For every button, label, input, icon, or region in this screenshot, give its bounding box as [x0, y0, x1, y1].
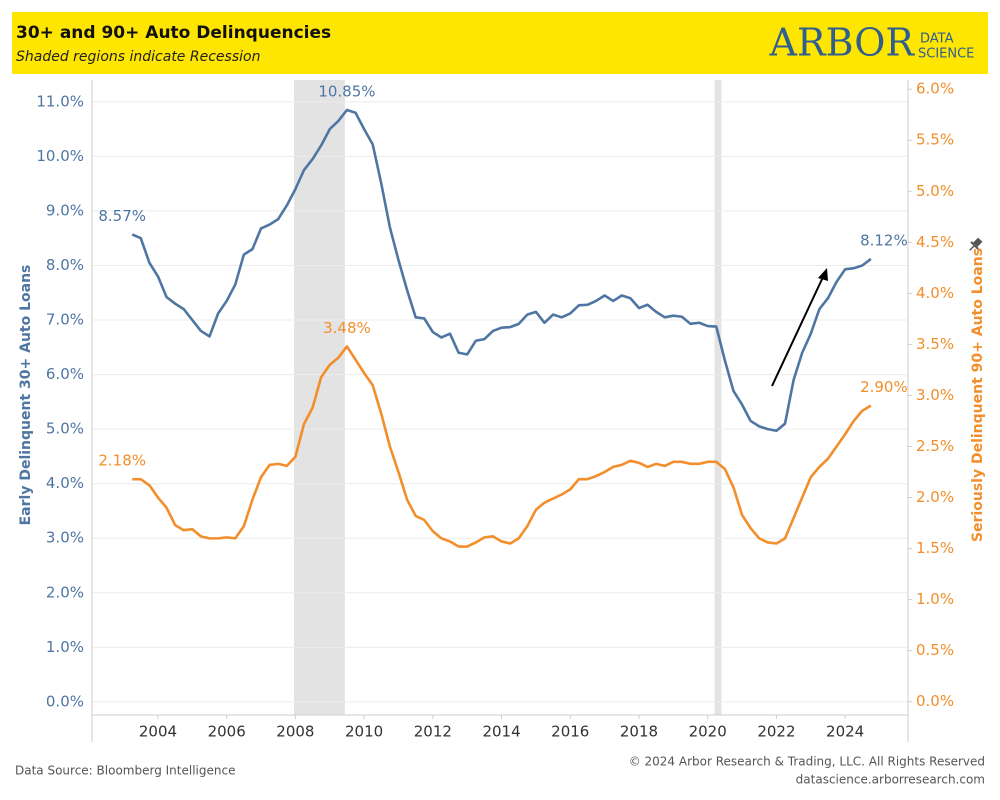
data-label: 8.57% — [98, 207, 146, 225]
series-line — [132, 345, 872, 548]
y2-tick-label: 1.0% — [916, 590, 954, 608]
logo-line: DATA — [920, 32, 954, 47]
header-band — [12, 12, 988, 74]
logo-line: SCIENCE — [918, 47, 974, 62]
chart-title: 30+ and 90+ Auto Delinquencies — [16, 23, 331, 43]
series-line — [131, 108, 872, 433]
x-tick-label: 2018 — [620, 723, 658, 741]
y-axis-label: Early Delinquent 30+ Auto Loans — [18, 265, 34, 526]
y2-tick-label: 3.0% — [916, 386, 954, 404]
y2-tick-label: 5.0% — [916, 182, 954, 200]
website-note: datascience.arborresearch.com — [796, 773, 985, 787]
y2-tick-label: 0.5% — [916, 641, 954, 659]
y-tick-label: 10.0% — [36, 147, 84, 165]
x-tick-label: 2014 — [482, 723, 520, 741]
x-tick-label: 2016 — [551, 723, 589, 741]
y2-tick-label: 1.5% — [916, 539, 954, 557]
x-tick-label: 2008 — [276, 723, 314, 741]
y2-tick-label: 2.5% — [916, 437, 954, 455]
y-tick-label: 1.0% — [46, 638, 84, 656]
y2-tick-label: 2.0% — [916, 488, 954, 506]
data-label: 3.48% — [323, 319, 371, 337]
trend-arrow — [771, 268, 828, 387]
y2-tick-label: 3.5% — [916, 335, 954, 353]
x-tick-label: 2010 — [345, 723, 383, 741]
x-tick-label: 2006 — [208, 723, 246, 741]
y-tick-label: 0.0% — [46, 692, 84, 710]
x-tick-label: 2024 — [826, 723, 864, 741]
y-tick-label: 9.0% — [46, 201, 84, 219]
data-label: 2.18% — [98, 452, 146, 470]
plot-area: 0.0% 1.0% 2.0% 3.0% 4.0% 5.0% 6.0% 7.0% 8.0% 9.0%… — [36, 80, 954, 742]
y2-axis-label: Seriously Delinquent 90+ Auto Loans — [970, 248, 986, 542]
x-tick-label: 2012 — [414, 723, 452, 741]
data-label: 2.90% — [860, 378, 908, 396]
data-label: 10.85% — [318, 83, 375, 101]
chart-subtitle: Shaded regions indicate Recession — [16, 49, 260, 65]
x-tick-label: 2020 — [689, 723, 727, 741]
y-tick-label: 7.0% — [46, 311, 84, 329]
y2-tick-label: 4.5% — [916, 233, 954, 251]
y2-tick-label: 0.0% — [916, 692, 954, 710]
y2-tick-label: 4.0% — [916, 284, 954, 302]
y-tick-label: 2.0% — [46, 583, 84, 601]
y2-tick-label: 5.5% — [916, 131, 954, 149]
recession-band — [714, 80, 722, 715]
y-tick-label: 5.0% — [46, 420, 84, 438]
y-tick-label: 3.0% — [46, 529, 84, 547]
y2-tick-label: 6.0% — [916, 80, 954, 98]
y-tick-label: 4.0% — [46, 474, 84, 492]
pin-icon — [969, 237, 983, 251]
recession-band — [294, 80, 345, 715]
y-tick-label: 8.0% — [46, 256, 84, 274]
copyright-note: © 2024 Arbor Research & Trading, LLC. Al… — [629, 755, 985, 769]
data-label: 8.12% — [860, 231, 908, 249]
y-tick-label: 11.0% — [36, 92, 84, 110]
source-note: Data Source: Bloomberg Intelligence — [15, 764, 235, 778]
y-tick-label: 6.0% — [46, 365, 84, 383]
x-tick-label: 2022 — [757, 723, 795, 741]
logo-main: ARBOR — [769, 21, 916, 65]
x-tick-label: 2004 — [139, 723, 177, 741]
